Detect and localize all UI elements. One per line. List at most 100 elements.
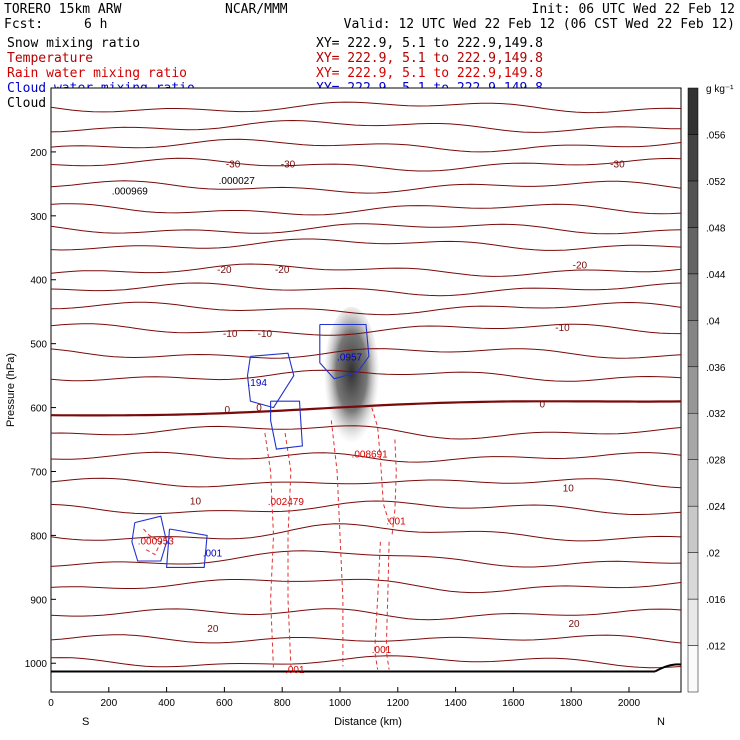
rain-contour bbox=[143, 528, 162, 556]
x-tick-label: 0 bbox=[48, 698, 54, 709]
isotherm-line bbox=[50, 425, 682, 440]
isotherm-label: 10 bbox=[563, 483, 575, 494]
isotherm-label: -20 bbox=[217, 265, 232, 276]
isotherm-line bbox=[50, 655, 682, 669]
isotherm-line bbox=[50, 203, 682, 216]
ground-line bbox=[51, 663, 682, 673]
x-tick-label: 1400 bbox=[444, 698, 467, 709]
rain-contour bbox=[385, 541, 390, 670]
contour-labels: -30 -30 -30 -20 -20 -20 -10 -10 -10 0 0 0 10 10 20 20 .0… bbox=[112, 159, 625, 676]
colorbar-tick-label: .012 bbox=[706, 642, 726, 653]
y-tick-label: 1000 bbox=[25, 659, 48, 670]
cloud-water-contour bbox=[246, 352, 295, 409]
x-tick-label: 200 bbox=[100, 698, 117, 709]
colorbar-segment bbox=[687, 459, 699, 507]
maximum-label: .002479 bbox=[268, 497, 305, 508]
legend-field-name: Rain water mixing ratio bbox=[7, 66, 187, 81]
isotherm-line bbox=[50, 451, 682, 463]
rain-water-contours bbox=[143, 407, 397, 670]
legend-field-name: Temperature bbox=[7, 51, 93, 66]
isotherm-label: 20 bbox=[569, 619, 581, 630]
y-tick-label: 800 bbox=[30, 531, 47, 542]
forecast-hour: 6 h bbox=[84, 17, 107, 32]
colorbar-tick-label: .04 bbox=[706, 316, 720, 327]
maximum-label: .000953 bbox=[138, 537, 175, 548]
isotherm-line bbox=[50, 119, 682, 133]
colorbar-tick-label: .016 bbox=[706, 595, 726, 606]
rain-contour bbox=[284, 433, 292, 667]
snow-shading bbox=[323, 306, 380, 451]
isotherm-label: -20 bbox=[275, 265, 290, 276]
colorbar-tick-label: .02 bbox=[706, 549, 720, 560]
colorbar: .012 .016 .02 .024 .028 .032 .036 .04 .044 .048 .0… bbox=[687, 84, 734, 693]
colorbar-segment bbox=[687, 552, 699, 600]
y-tick-label: 500 bbox=[30, 340, 47, 351]
isotherm-label: 10 bbox=[190, 496, 202, 507]
colorbar-segment bbox=[687, 134, 699, 182]
model-title: TORERO 15km ARW bbox=[4, 2, 122, 17]
forecast-label: Fcst: bbox=[4, 17, 43, 32]
rain-contour bbox=[374, 541, 381, 670]
rain-contour bbox=[264, 433, 275, 670]
isotherm-line bbox=[50, 180, 682, 194]
cloud-water-contours bbox=[131, 323, 370, 568]
valid-time: Valid: 12 UTC Wed 22 Feb 12 (06 CST Wed … bbox=[344, 17, 735, 32]
rain-contour bbox=[391, 439, 397, 536]
isotherm-line bbox=[50, 323, 682, 336]
x-tick-label: 1800 bbox=[560, 698, 583, 709]
colorbar-segment bbox=[687, 87, 699, 135]
isotherm-label: -30 bbox=[226, 159, 241, 170]
cloud-water-contour bbox=[131, 515, 168, 562]
isotherm-label: -30 bbox=[610, 159, 625, 170]
legend-field-xy: XY= 222.9, 5.1 to 222.9,149.8 bbox=[316, 51, 543, 66]
colorbar-segment bbox=[687, 273, 699, 321]
maximum-label: .0957 bbox=[337, 352, 362, 363]
colorbar-segment bbox=[687, 320, 699, 368]
isotherm-line bbox=[50, 550, 682, 568]
colorbar-segment bbox=[687, 227, 699, 275]
isotherm-label: -10 bbox=[223, 329, 238, 340]
x-tick-label: 400 bbox=[158, 698, 175, 709]
rain-contour bbox=[371, 407, 390, 523]
isotherm-line bbox=[50, 634, 682, 644]
legend-field-xy: XY= 222.9, 5.1 to 222.9,149.8 bbox=[316, 36, 543, 51]
terrain-rise bbox=[654, 663, 682, 673]
y-tick-label: 200 bbox=[30, 148, 47, 159]
maximum-label: .001 bbox=[285, 665, 305, 676]
colorbar-tick-label: .024 bbox=[706, 502, 726, 513]
x-tick-label: 2000 bbox=[618, 698, 641, 709]
x-axis-label: Distance (km) bbox=[334, 716, 402, 728]
colorbar-tick-label: .048 bbox=[706, 223, 726, 234]
org-label: NCAR/MMM bbox=[225, 2, 288, 17]
isotherm-line bbox=[50, 608, 682, 621]
isotherm-label: -10 bbox=[555, 323, 570, 334]
y-tick-label: 600 bbox=[30, 404, 47, 415]
rain-contour bbox=[330, 420, 344, 667]
isotherm-label: 0 bbox=[225, 405, 231, 416]
colorbar-unit: g kg⁻¹ bbox=[706, 84, 734, 95]
isotherm-label: -20 bbox=[573, 260, 588, 271]
colorbar-segment bbox=[687, 412, 699, 460]
isotherm-line bbox=[50, 400, 682, 417]
snow-plume bbox=[323, 306, 380, 451]
isotherm-label: 0 bbox=[256, 403, 262, 414]
x-tick-label: 800 bbox=[274, 698, 291, 709]
isotherm-line bbox=[50, 138, 682, 153]
isotherm-line bbox=[50, 500, 682, 516]
x-tick-label: 600 bbox=[216, 698, 233, 709]
isotherm-line bbox=[50, 369, 682, 382]
colorbar-tick-label: .056 bbox=[706, 130, 726, 141]
south-label: S bbox=[82, 716, 89, 728]
x-tick-label: 1200 bbox=[387, 698, 410, 709]
maximum-label: .001 bbox=[386, 517, 406, 528]
colorbar-tick-label: .032 bbox=[706, 409, 726, 420]
maximum-label: .001 bbox=[372, 645, 392, 656]
colorbar-segment bbox=[687, 366, 699, 414]
cloud-water-contour bbox=[270, 400, 303, 450]
isotherm-label: -10 bbox=[258, 329, 273, 340]
y-tick-label: 400 bbox=[30, 276, 47, 287]
isotherm-label: 0 bbox=[540, 400, 546, 411]
isotherm-line bbox=[50, 348, 682, 359]
isotherm-line bbox=[50, 301, 682, 316]
